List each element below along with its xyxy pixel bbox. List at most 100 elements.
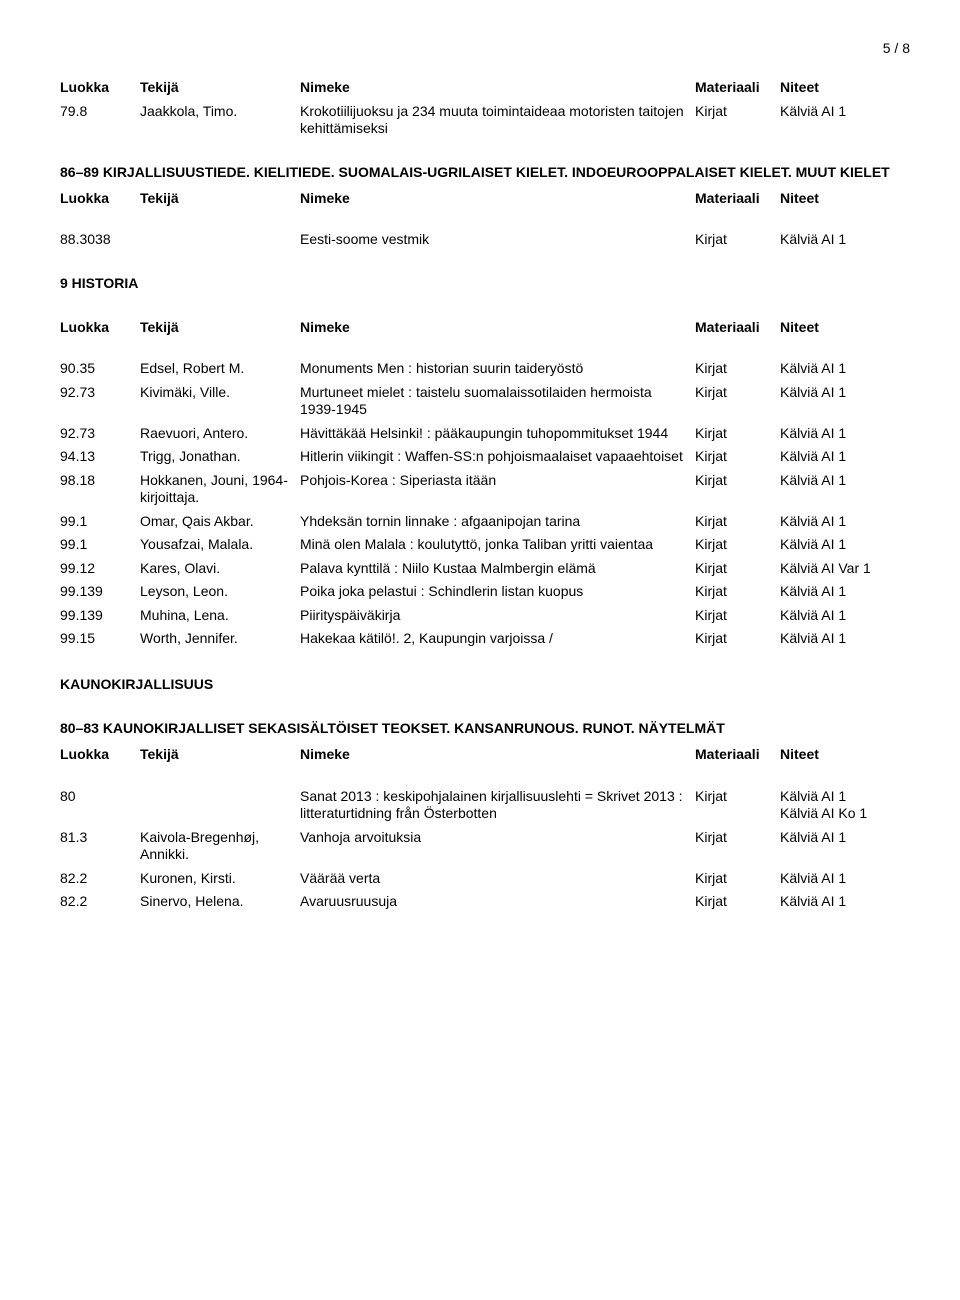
cell-luokka: 99.12 [60, 557, 140, 581]
table-header-row: Luokka Tekijä Nimeke Materiaali Niteet [60, 743, 910, 767]
cell-tekija: Kivimäki, Ville. [140, 381, 300, 422]
table-row: 80Sanat 2013 : keskipohjalainen kirjalli… [60, 785, 910, 826]
cell-materiaali: Kirjat [695, 867, 780, 891]
top-table: Luokka Tekijä Nimeke Materiaali Niteet 7… [60, 76, 910, 141]
cell-niteet: Kälviä AI 1 [780, 867, 910, 891]
cell-materiaali: Kirjat [695, 469, 780, 510]
cell-nimeke: Eesti-soome vestmik [300, 228, 695, 252]
cell-nimeke: Hakekaa kätilö!. 2, Kaupungin varjoissa … [300, 627, 695, 651]
header-tekija: Tekijä [140, 743, 300, 767]
header-luokka: Luokka [60, 187, 140, 211]
header-niteet: Niteet [780, 187, 910, 211]
cell-tekija: Trigg, Jonathan. [140, 445, 300, 469]
table-row: 81.3Kaivola-Bregenhøj, Annikki.Vanhoja a… [60, 826, 910, 867]
cell-tekija: Kuronen, Kirsti. [140, 867, 300, 891]
cell-luokka: 94.13 [60, 445, 140, 469]
cell-luokka: 98.18 [60, 469, 140, 510]
header-niteet: Niteet [780, 316, 910, 340]
cell-tekija: Yousafzai, Malala. [140, 533, 300, 557]
cell-nimeke: Hävittäkää Helsinki! : pääkaupungin tuho… [300, 422, 695, 446]
page-number: 5 / 8 [60, 40, 910, 56]
cell-tekija: Sinervo, Helena. [140, 890, 300, 914]
cell-niteet: Kälviä AI 1Kälviä AI Ko 1 [780, 785, 910, 826]
cell-materiaali: Kirjat [695, 228, 780, 252]
cell-nimeke: Avaruusruusuja [300, 890, 695, 914]
cell-materiaali: Kirjat [695, 381, 780, 422]
cell-nimeke: Väärää verta [300, 867, 695, 891]
cell-nimeke: Piirityspäiväkirja [300, 604, 695, 628]
cell-nimeke: Vanhoja arvoituksia [300, 826, 695, 867]
cell-materiaali: Kirjat [695, 627, 780, 651]
cell-tekija [140, 785, 300, 826]
table-row: 82.2Sinervo, Helena.AvaruusruusujaKirjat… [60, 890, 910, 914]
header-niteet: Niteet [780, 743, 910, 767]
header-materiaali: Materiaali [695, 76, 780, 100]
cell-luokka: 88.3038 [60, 228, 140, 252]
cell-materiaali: Kirjat [695, 533, 780, 557]
header-materiaali: Materiaali [695, 316, 780, 340]
cell-materiaali: Kirjat [695, 445, 780, 469]
header-nimeke: Nimeke [300, 316, 695, 340]
cell-nimeke: Krokotiilijuoksu ja 234 muuta toimintaid… [300, 100, 695, 141]
header-tekija: Tekijä [140, 316, 300, 340]
header-tekija: Tekijä [140, 76, 300, 100]
lang-table: Luokka Tekijä Nimeke Materiaali Niteet 8… [60, 187, 910, 252]
cell-tekija [140, 228, 300, 252]
header-luokka: Luokka [60, 743, 140, 767]
cell-tekija: Raevuori, Antero. [140, 422, 300, 446]
cell-luokka: 99.139 [60, 604, 140, 628]
cell-nimeke: Palava kynttilä : Niilo Kustaa Malmbergi… [300, 557, 695, 581]
header-luokka: Luokka [60, 316, 140, 340]
header-nimeke: Nimeke [300, 187, 695, 211]
table-row: 99.139Muhina, Lena.PiirityspäiväkirjaKir… [60, 604, 910, 628]
cell-niteet: Kälviä AI 1 [780, 826, 910, 867]
table-row: 99.15Worth, Jennifer.Hakekaa kätilö!. 2,… [60, 627, 910, 651]
cell-tekija: Edsel, Robert M. [140, 357, 300, 381]
cell-niteet: Kälviä AI 1 [780, 890, 910, 914]
cell-tekija: Muhina, Lena. [140, 604, 300, 628]
table-row: 99.1Omar, Qais Akbar.Yhdeksän tornin lin… [60, 510, 910, 534]
header-niteet: Niteet [780, 76, 910, 100]
cell-luokka: 92.73 [60, 381, 140, 422]
cell-luokka: 99.139 [60, 580, 140, 604]
cell-luokka: 99.1 [60, 510, 140, 534]
cell-niteet: Kälviä AI 1 [780, 357, 910, 381]
cell-luokka: 99.1 [60, 533, 140, 557]
table-header-row: Luokka Tekijä Nimeke Materiaali Niteet [60, 187, 910, 211]
header-tekija: Tekijä [140, 187, 300, 211]
cell-niteet: Kälviä AI 1 [780, 445, 910, 469]
table-row: 92.73Kivimäki, Ville.Murtuneet mielet : … [60, 381, 910, 422]
cell-niteet: Kälviä AI 1 [780, 627, 910, 651]
cell-nimeke: Pohjois-Korea : Siperiasta itään [300, 469, 695, 510]
cell-niteet: Kälviä AI 1 [780, 381, 910, 422]
table-row: 88.3038 Eesti-soome vestmik Kirjat Kälvi… [60, 228, 910, 252]
cell-materiaali: Kirjat [695, 580, 780, 604]
cell-nimeke: Monuments Men : historian suurin taidery… [300, 357, 695, 381]
cell-tekija: Kares, Olavi. [140, 557, 300, 581]
cell-niteet: Kälviä AI 1 [780, 533, 910, 557]
cell-materiaali: Kirjat [695, 826, 780, 867]
table-header-row: Luokka Tekijä Nimeke Materiaali Niteet [60, 76, 910, 100]
table-row: 99.12Kares, Olavi.Palava kynttilä : Niil… [60, 557, 910, 581]
section-title-poetry: 80–83 KAUNOKIRJALLISET SEKASISÄLTÖISET T… [60, 719, 910, 737]
cell-tekija: Kaivola-Bregenhøj, Annikki. [140, 826, 300, 867]
cell-niteet: Kälviä AI 1 [780, 604, 910, 628]
cell-tekija: Jaakkola, Timo. [140, 100, 300, 141]
cell-materiaali: Kirjat [695, 785, 780, 826]
table-row: 90.35Edsel, Robert M.Monuments Men : his… [60, 357, 910, 381]
cell-materiaali: Kirjat [695, 100, 780, 141]
cell-materiaali: Kirjat [695, 557, 780, 581]
cell-niteet: Kälviä AI 1 [780, 228, 910, 252]
header-luokka: Luokka [60, 76, 140, 100]
cell-niteet: Kälviä AI 1 [780, 469, 910, 510]
cell-niteet: Kälviä AI 1 [780, 580, 910, 604]
cell-nimeke: Minä olen Malala : koulutyttö, jonka Tal… [300, 533, 695, 557]
cell-luokka: 80 [60, 785, 140, 826]
cell-tekija: Worth, Jennifer. [140, 627, 300, 651]
cell-nimeke: Murtuneet mielet : taistelu suomalaissot… [300, 381, 695, 422]
cell-nimeke: Yhdeksän tornin linnake : afgaanipojan t… [300, 510, 695, 534]
cell-tekija: Hokkanen, Jouni, 1964- kirjoittaja. [140, 469, 300, 510]
poetry-table: Luokka Tekijä Nimeke Materiaali Niteet 8… [60, 743, 910, 914]
cell-niteet: Kälviä AI 1 [780, 100, 910, 141]
cell-materiaali: Kirjat [695, 510, 780, 534]
